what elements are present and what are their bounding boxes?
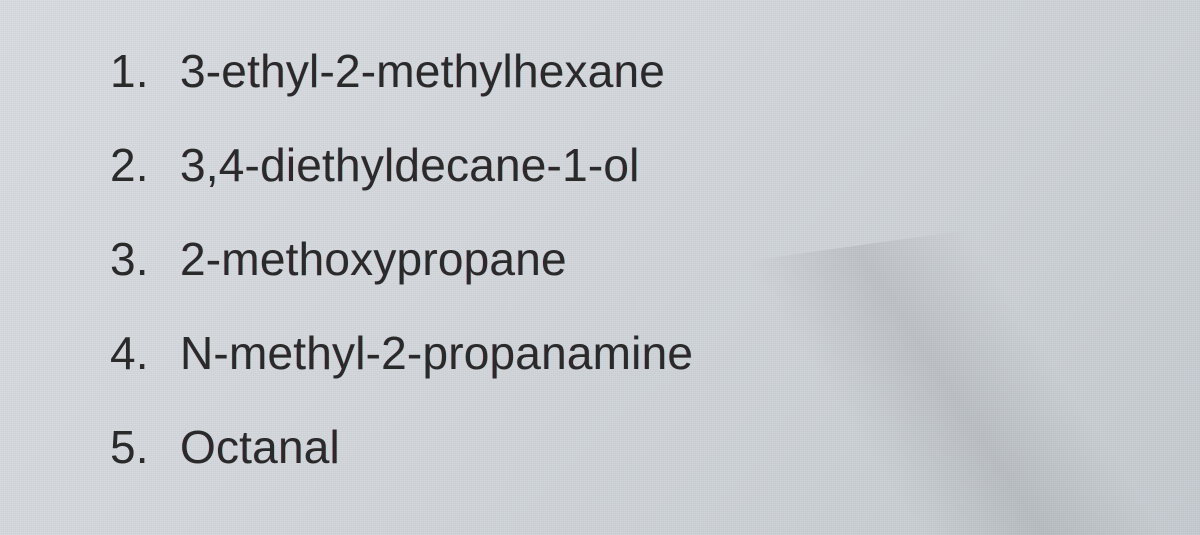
list-item-text: N-methyl-2-propanamine [180, 327, 693, 379]
list-item: 3-ethyl-2-methylhexane [110, 48, 1200, 94]
list-item-text: 3,4-diethyldecane-1-ol [180, 139, 640, 191]
list-item: N-methyl-2-propanamine [110, 330, 1200, 376]
list-item: Octanal [110, 424, 1200, 470]
list-item-text: Octanal [180, 421, 340, 473]
list-item: 3,4-diethyldecane-1-ol [110, 142, 1200, 188]
list-item-text: 3-ethyl-2-methylhexane [180, 45, 665, 97]
list-item-text: 2-methoxypropane [180, 233, 567, 285]
list-item: 2-methoxypropane [110, 236, 1200, 282]
numbered-list: 3-ethyl-2-methylhexane 3,4-diethyldecane… [0, 0, 1200, 470]
